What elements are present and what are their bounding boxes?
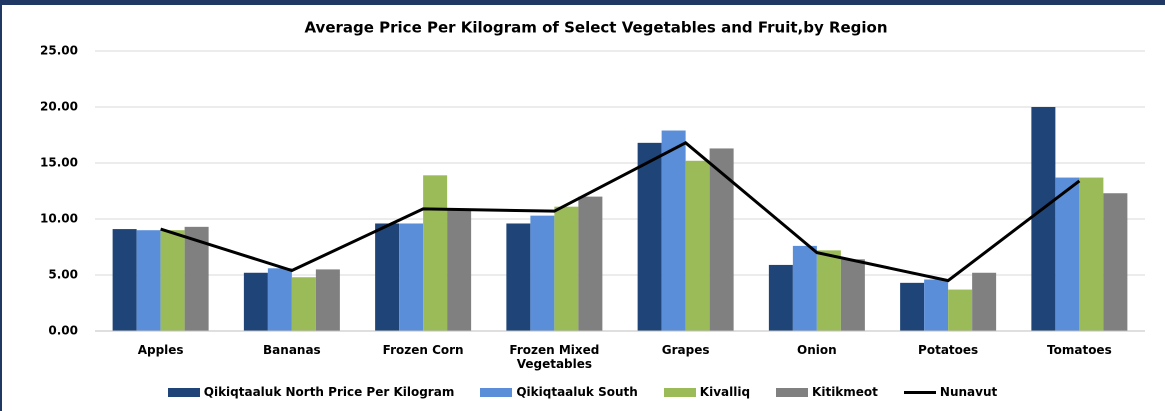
bar bbox=[792, 245, 817, 331]
legend-swatch bbox=[663, 387, 696, 397]
bar bbox=[375, 223, 400, 331]
bar bbox=[554, 206, 579, 331]
bar bbox=[1031, 107, 1056, 331]
bar bbox=[661, 130, 686, 331]
bar bbox=[315, 269, 340, 331]
x-tick-label: Onion bbox=[797, 343, 837, 357]
bar bbox=[578, 196, 603, 331]
bar bbox=[160, 230, 185, 331]
x-tick-label: Apples bbox=[137, 343, 184, 357]
legend-item: Kivalliq bbox=[663, 385, 751, 399]
bar bbox=[972, 272, 997, 331]
legend-swatch bbox=[167, 387, 200, 397]
bar bbox=[136, 230, 161, 331]
bar bbox=[399, 223, 424, 331]
y-tick-label: 0.00 bbox=[48, 324, 78, 338]
legend-item: Nunavut bbox=[903, 385, 998, 399]
left-border bbox=[0, 0, 2, 411]
bar bbox=[900, 282, 925, 331]
bar bbox=[1055, 177, 1080, 331]
legend-label: Qikiqtaaluk South bbox=[516, 385, 638, 399]
legend-label: Qikiqtaaluk North Price Per Kilogram bbox=[203, 385, 455, 399]
bar bbox=[768, 264, 793, 331]
bar bbox=[924, 279, 949, 331]
bar bbox=[1079, 177, 1104, 331]
legend-item: Qikiqtaaluk North Price Per Kilogram bbox=[167, 385, 455, 399]
legend-label: Kivalliq bbox=[699, 385, 751, 399]
x-tick-label: Frozen Mixed Vegetables bbox=[509, 343, 600, 371]
y-tick-label: 10.00 bbox=[40, 212, 78, 226]
bar bbox=[637, 142, 662, 331]
legend-item: Qikiqtaaluk South bbox=[480, 385, 638, 399]
x-tick-label: Tomatoes bbox=[1047, 343, 1112, 357]
bar bbox=[840, 259, 865, 331]
legend-swatch bbox=[776, 387, 809, 397]
x-tick-label: Grapes bbox=[661, 343, 710, 357]
bar bbox=[948, 289, 973, 331]
legend: Qikiqtaaluk North Price Per Kilogram Qiki… bbox=[0, 385, 1165, 399]
legend-label: Kitikmeot bbox=[812, 385, 878, 399]
x-tick-label: Potatoes bbox=[918, 343, 979, 357]
legend-item: Kitikmeot bbox=[776, 385, 878, 399]
bar bbox=[291, 277, 316, 331]
bar bbox=[423, 175, 448, 331]
x-tick-label: Frozen Corn bbox=[382, 343, 464, 357]
bar bbox=[267, 268, 292, 331]
bar bbox=[1103, 193, 1128, 331]
line bbox=[160, 141, 1081, 283]
x-tick-label: Bananas bbox=[263, 343, 321, 357]
bar bbox=[112, 229, 137, 331]
bar bbox=[530, 215, 555, 331]
bar bbox=[506, 223, 531, 331]
bar bbox=[685, 160, 710, 331]
top-border bbox=[0, 0, 1165, 5]
legend-swatch bbox=[480, 387, 513, 397]
legend-swatch bbox=[903, 390, 936, 394]
y-tick-label: 5.00 bbox=[48, 268, 78, 282]
y-tick-label: 15.00 bbox=[40, 156, 78, 170]
y-tick-label: 20.00 bbox=[40, 100, 78, 114]
bar bbox=[709, 148, 734, 331]
bar bbox=[447, 208, 472, 331]
bar bbox=[816, 250, 841, 331]
legend-label: Nunavut bbox=[939, 385, 998, 399]
bar bbox=[243, 272, 268, 331]
chart-title: Average Price Per Kilogram of Select Veg… bbox=[304, 19, 887, 37]
y-tick-label: 25.00 bbox=[40, 44, 78, 58]
